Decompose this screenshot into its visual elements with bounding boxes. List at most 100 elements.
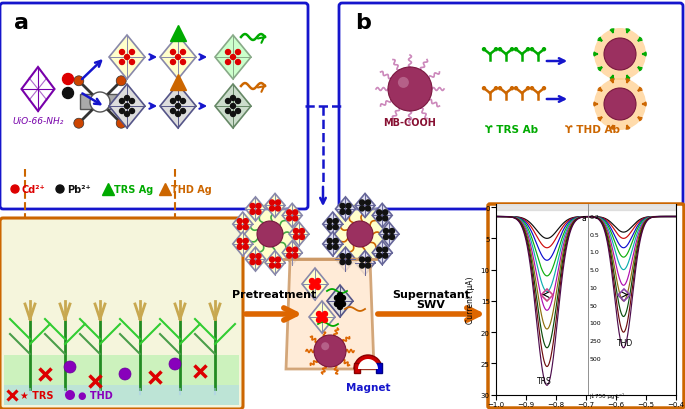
- Circle shape: [604, 89, 636, 121]
- Circle shape: [292, 247, 298, 252]
- Circle shape: [243, 239, 248, 244]
- Circle shape: [171, 61, 175, 65]
- Circle shape: [319, 315, 325, 320]
- Text: Pb²⁺: Pb²⁺: [67, 184, 90, 195]
- Circle shape: [243, 219, 248, 224]
- Text: 100: 100: [590, 321, 601, 326]
- Circle shape: [299, 235, 305, 240]
- Circle shape: [129, 50, 134, 55]
- Circle shape: [333, 225, 338, 230]
- Polygon shape: [372, 204, 393, 228]
- Circle shape: [171, 99, 175, 104]
- Circle shape: [346, 254, 351, 259]
- Circle shape: [292, 216, 298, 221]
- Circle shape: [230, 96, 236, 101]
- Polygon shape: [245, 247, 266, 272]
- Circle shape: [225, 50, 230, 55]
- Circle shape: [366, 257, 371, 263]
- Circle shape: [256, 254, 261, 259]
- Circle shape: [366, 200, 371, 205]
- FancyBboxPatch shape: [488, 204, 684, 408]
- Circle shape: [243, 245, 248, 250]
- Circle shape: [119, 368, 131, 380]
- Circle shape: [383, 247, 388, 252]
- Circle shape: [225, 99, 230, 104]
- Circle shape: [340, 254, 345, 259]
- Polygon shape: [215, 36, 251, 80]
- Circle shape: [181, 109, 186, 114]
- Circle shape: [543, 49, 545, 52]
- Circle shape: [527, 88, 530, 90]
- Circle shape: [495, 49, 497, 52]
- Polygon shape: [323, 213, 342, 236]
- Circle shape: [510, 49, 514, 52]
- Circle shape: [333, 239, 338, 244]
- Polygon shape: [309, 301, 335, 333]
- Circle shape: [346, 204, 351, 209]
- Circle shape: [181, 50, 186, 55]
- Polygon shape: [245, 198, 266, 221]
- Circle shape: [275, 257, 281, 263]
- Circle shape: [543, 88, 545, 90]
- Circle shape: [329, 204, 391, 265]
- Polygon shape: [289, 222, 309, 246]
- Text: 50: 50: [590, 303, 597, 308]
- Circle shape: [181, 99, 186, 104]
- Circle shape: [360, 257, 364, 263]
- Circle shape: [340, 210, 345, 215]
- Polygon shape: [286, 259, 374, 369]
- Circle shape: [514, 88, 517, 90]
- Circle shape: [236, 61, 240, 65]
- Text: ★ TRS: ★ TRS: [20, 390, 53, 400]
- Circle shape: [333, 219, 338, 224]
- Bar: [4, 355, 239, 405]
- Circle shape: [236, 109, 240, 114]
- Circle shape: [129, 109, 134, 114]
- Polygon shape: [323, 232, 342, 256]
- Circle shape: [237, 225, 242, 230]
- Circle shape: [275, 263, 281, 268]
- Circle shape: [256, 204, 261, 209]
- Circle shape: [129, 61, 134, 65]
- Circle shape: [269, 257, 275, 263]
- Circle shape: [366, 263, 371, 268]
- Circle shape: [383, 254, 388, 258]
- Circle shape: [225, 109, 230, 114]
- Circle shape: [256, 260, 261, 265]
- Text: ● THD: ● THD: [78, 390, 113, 400]
- Circle shape: [390, 235, 395, 240]
- Polygon shape: [379, 222, 399, 246]
- Circle shape: [257, 221, 283, 247]
- Circle shape: [360, 200, 364, 205]
- Circle shape: [384, 229, 388, 234]
- Text: Cd²⁺: Cd²⁺: [22, 184, 46, 195]
- Circle shape: [323, 312, 327, 317]
- Polygon shape: [355, 251, 375, 275]
- Circle shape: [482, 88, 486, 90]
- Circle shape: [116, 76, 126, 87]
- Text: 5.0: 5.0: [590, 267, 599, 272]
- Circle shape: [327, 245, 332, 250]
- Circle shape: [604, 39, 636, 71]
- Circle shape: [310, 279, 314, 284]
- Text: THD Ag: THD Ag: [171, 184, 212, 195]
- Circle shape: [310, 285, 314, 290]
- Circle shape: [169, 358, 181, 370]
- FancyBboxPatch shape: [0, 218, 243, 409]
- Text: Magnet: Magnet: [346, 382, 390, 392]
- Circle shape: [11, 186, 19, 193]
- Circle shape: [314, 335, 346, 367]
- Circle shape: [237, 219, 242, 224]
- Circle shape: [225, 61, 230, 65]
- Circle shape: [65, 390, 75, 400]
- Circle shape: [340, 296, 345, 301]
- Circle shape: [237, 239, 242, 244]
- Bar: [4, 385, 239, 405]
- Circle shape: [171, 50, 175, 55]
- Circle shape: [287, 247, 292, 252]
- Circle shape: [334, 296, 340, 301]
- Circle shape: [239, 204, 301, 265]
- Circle shape: [116, 119, 126, 129]
- Circle shape: [292, 210, 298, 215]
- Circle shape: [377, 247, 382, 252]
